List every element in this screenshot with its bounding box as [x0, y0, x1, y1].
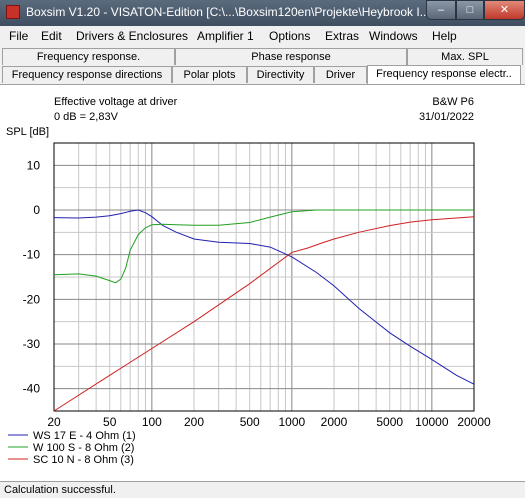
y-tick-labels: 10 0 -10 -20 -30 -40	[23, 158, 41, 395]
y-tick-label: -10	[23, 248, 41, 262]
plot-panel: Effective voltage at driver 0 dB = 2,83V…	[0, 84, 525, 482]
frequency-response-chart: Effective voltage at driver 0 dB = 2,83V…	[6, 96, 491, 466]
status-bar: Calculation successful.	[0, 481, 525, 498]
menu-help[interactable]: Help	[432, 29, 457, 43]
tab-max-spl[interactable]: Max. SPL	[407, 48, 523, 65]
series-line-3	[53, 216, 475, 412]
menu-drivers[interactable]: Drivers & Enclosures	[76, 29, 189, 43]
y-axis-label: SPL [dB]	[6, 126, 49, 138]
minimize-button[interactable]: –	[426, 0, 456, 20]
tab-polar-plots[interactable]: Polar plots	[172, 66, 247, 83]
menu-edit[interactable]: Edit	[41, 29, 62, 43]
y-tick-label: 10	[27, 158, 41, 172]
legend-label-1: WS 17 E - 4 Ohm (1)	[33, 430, 136, 442]
legend-label-2: W 100 S - 8 Ohm (2)	[33, 442, 134, 454]
header-right-2: 31/01/2022	[419, 111, 474, 123]
y-tick-label: -30	[23, 337, 41, 351]
x-tick-label: 5000	[376, 415, 403, 429]
x-tick-label: 200	[184, 415, 204, 429]
menu-windows[interactable]: Windows	[369, 29, 418, 43]
x-tick-label: 2000	[321, 415, 348, 429]
header-right-1: B&W P6	[432, 96, 474, 108]
header-left-2: 0 dB = 2,83V	[54, 111, 119, 123]
tab-driver[interactable]: Driver	[314, 66, 367, 83]
tab-directivity[interactable]: Directivity	[247, 66, 314, 83]
x-tick-label: 1000	[279, 415, 306, 429]
menu-bar: File Edit Drivers & Enclosures Amplifier…	[0, 26, 525, 46]
x-tick-label: 500	[240, 415, 260, 429]
app-icon	[6, 5, 20, 19]
y-tick-label: -40	[23, 382, 41, 396]
x-tick-label: 20000	[457, 415, 491, 429]
menu-options[interactable]: Options	[269, 29, 311, 43]
x-tick-label: 50	[103, 415, 117, 429]
maximize-button[interactable]: □	[456, 0, 484, 20]
x-tick-labels: 20 50 100 200 500 1000 2000 5000 10000 20000	[47, 415, 491, 429]
plot-frame	[53, 142, 475, 412]
x-tick-label: 10000	[415, 415, 449, 429]
legend-label-3: SC 10 N - 8 Ohm (3)	[33, 454, 134, 466]
y-tick-label: -20	[23, 292, 41, 306]
tab-phase-response[interactable]: Phase response	[175, 48, 407, 65]
menu-amplifier[interactable]: Amplifier 1	[197, 29, 254, 43]
legend: WS 17 E - 4 Ohm (1)W 100 S - 8 Ohm (2)SC…	[8, 430, 136, 466]
series-lines	[53, 209, 475, 412]
header-left-1: Effective voltage at driver	[54, 96, 178, 108]
tab-row-1: Frequency response. Phase response Max. …	[0, 48, 525, 66]
x-tick-label: 100	[142, 415, 162, 429]
tab-frequency-response-electrical[interactable]: Frequency response electr..	[367, 65, 521, 84]
close-button[interactable]: ✕	[484, 0, 525, 20]
y-tick-label: 0	[33, 203, 40, 217]
tab-frequency-response-directions[interactable]: Frequency response directions	[2, 66, 172, 83]
title-bar: Boxsim V1.20 - VISATON-Edition [C:\...\B…	[0, 0, 525, 26]
window-title: Boxsim V1.20 - VISATON-Edition [C:\...\B…	[26, 5, 426, 19]
series-line-2	[53, 209, 474, 284]
tab-frequency-response[interactable]: Frequency response.	[2, 48, 175, 65]
menu-file[interactable]: File	[9, 29, 29, 43]
series-line-1	[53, 209, 475, 385]
tab-row-2: Frequency response directions Polar plot…	[0, 65, 525, 84]
status-text: Calculation successful.	[4, 484, 116, 496]
menu-extras[interactable]: Extras	[325, 29, 360, 43]
x-tick-label: 20	[47, 415, 61, 429]
